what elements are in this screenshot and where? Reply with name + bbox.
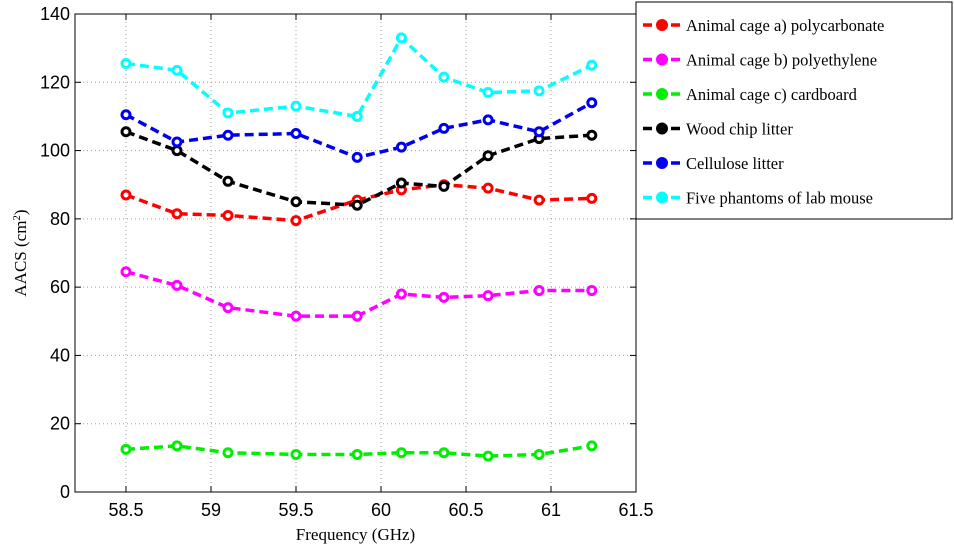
data-point xyxy=(171,279,183,291)
legend-label: Animal cage c) cardboard xyxy=(686,85,858,104)
data-point xyxy=(482,150,494,162)
data-point xyxy=(120,266,132,278)
data-point xyxy=(222,129,234,141)
data-point xyxy=(290,310,302,322)
data-point xyxy=(171,145,183,157)
x-tick-label: 60 xyxy=(371,500,391,520)
data-point xyxy=(171,440,183,452)
data-point xyxy=(120,126,132,138)
data-point xyxy=(482,114,494,126)
data-point xyxy=(438,71,450,83)
data-point xyxy=(482,450,494,462)
data-point xyxy=(533,285,545,297)
series-line xyxy=(125,270,592,318)
series-line xyxy=(125,35,593,119)
data-point xyxy=(586,97,598,109)
data-point xyxy=(482,87,494,99)
legend-swatch-marker xyxy=(656,157,668,169)
data-point xyxy=(586,285,598,297)
data-point xyxy=(533,448,545,460)
x-tick-label: 61.5 xyxy=(618,500,653,520)
data-point xyxy=(351,199,363,211)
data-point xyxy=(222,447,234,459)
x-tick-label: 60.5 xyxy=(448,500,483,520)
legend-label: Animal cage b) polyethylene xyxy=(686,51,877,70)
legend-swatch-marker xyxy=(656,191,668,204)
y-tick-label: 0 xyxy=(60,482,70,502)
data-point xyxy=(351,310,363,322)
data-point xyxy=(171,136,183,148)
data-point xyxy=(222,175,234,187)
y-tick-label: 60 xyxy=(50,277,70,297)
x-axis-title: Frequency (GHz) xyxy=(296,525,415,544)
legend-box xyxy=(635,1,953,220)
data-point xyxy=(222,107,234,119)
data-point xyxy=(351,448,363,460)
x-tick-label: 58.5 xyxy=(108,500,143,520)
series-line xyxy=(125,130,592,207)
data-point xyxy=(438,180,450,192)
data-point xyxy=(222,209,234,221)
data-point xyxy=(395,141,407,153)
legend-swatch-marker xyxy=(656,53,668,66)
legend-swatch-marker xyxy=(656,19,668,31)
data-point xyxy=(395,288,407,300)
data-point xyxy=(351,151,363,163)
data-point xyxy=(351,110,363,122)
data-point xyxy=(290,215,302,227)
data-point xyxy=(222,302,234,314)
data-point xyxy=(482,182,494,194)
data-point xyxy=(290,100,302,112)
series-line xyxy=(125,444,593,458)
legend-label: Cellulose litter xyxy=(686,154,784,173)
data-point xyxy=(395,447,407,459)
data-point xyxy=(438,122,450,134)
axis-ticks: 58.5 59 59.5 60 60.5 61 61.5 0 20 40 60 80 100 120 140 xyxy=(40,4,654,520)
data-point xyxy=(586,440,598,452)
y-tick-label: 100 xyxy=(40,141,70,161)
x-tick-label: 59 xyxy=(201,500,221,520)
data-point xyxy=(120,109,132,121)
series-line xyxy=(125,101,593,160)
data-point xyxy=(533,194,545,206)
y-tick-label: 120 xyxy=(40,72,70,92)
data-point xyxy=(586,59,598,71)
legend-label: Wood chip litter xyxy=(686,120,793,139)
data-point xyxy=(290,128,302,139)
data-point xyxy=(120,443,132,455)
data-point xyxy=(533,126,545,138)
series-layer xyxy=(120,32,598,462)
data-point xyxy=(120,189,132,201)
y-tick-label: 140 xyxy=(40,4,70,24)
y-tick-label: 40 xyxy=(50,345,70,365)
data-point xyxy=(171,64,183,76)
data-point xyxy=(171,208,183,220)
y-tick-label: 20 xyxy=(50,414,70,434)
legend: Animal cage a) polycarbonate Animal cage … xyxy=(635,1,953,220)
data-point xyxy=(395,32,407,44)
data-point xyxy=(482,290,494,302)
legend-swatch-marker xyxy=(656,88,668,100)
data-point xyxy=(120,58,132,70)
legend-swatch-marker xyxy=(656,122,668,135)
data-point xyxy=(395,177,407,189)
legend-label: Animal cage a) polycarbonate xyxy=(686,16,884,35)
data-point xyxy=(438,447,450,459)
data-point xyxy=(533,85,545,97)
legend-label: Five phantoms of lab mouse xyxy=(686,189,873,208)
y-tick-label: 80 xyxy=(50,209,70,229)
y-axis-title: AACS (cm2) xyxy=(11,209,30,296)
x-tick-label: 59.5 xyxy=(278,500,313,520)
x-tick-label: 61 xyxy=(541,500,561,520)
plot-frame xyxy=(74,13,637,493)
data-point xyxy=(586,129,598,141)
data-point xyxy=(438,291,450,303)
data-point xyxy=(290,448,302,460)
data-point xyxy=(586,192,598,204)
data-point xyxy=(290,196,302,208)
